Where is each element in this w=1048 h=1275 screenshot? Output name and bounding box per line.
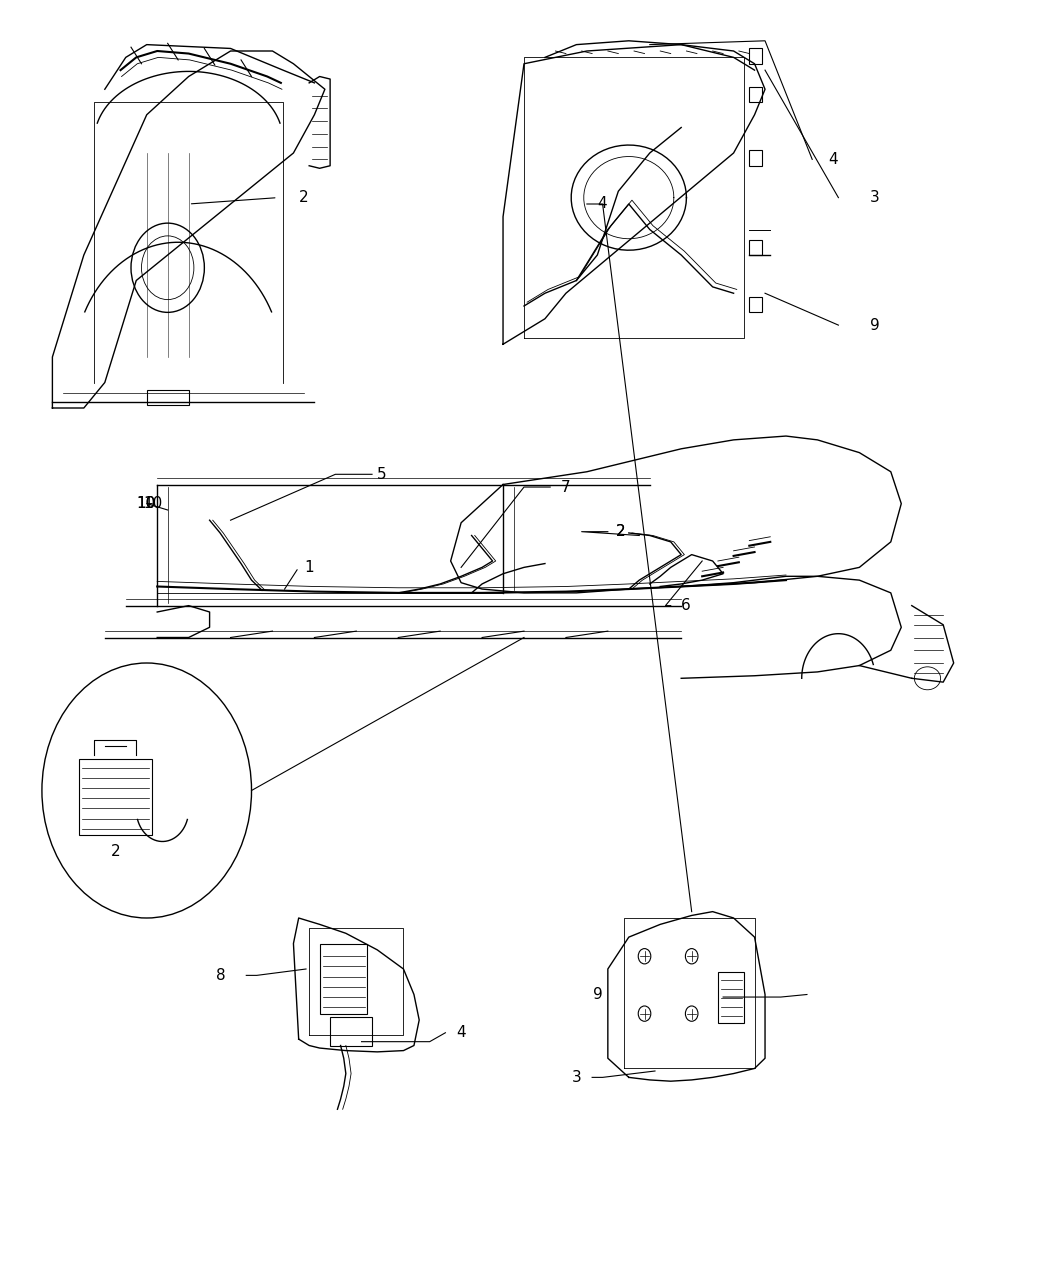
Bar	[147, 390, 189, 405]
Bar	[749, 297, 762, 312]
Text: 2: 2	[616, 524, 626, 539]
Text: 9: 9	[870, 317, 879, 333]
Text: 1: 1	[304, 560, 313, 575]
Text: 8: 8	[216, 968, 225, 983]
Text: 6: 6	[681, 598, 691, 613]
Text: 4: 4	[456, 1025, 465, 1040]
Text: 2: 2	[299, 190, 308, 205]
Bar	[718, 972, 744, 1023]
Text: 3: 3	[870, 190, 879, 205]
Text: 10: 10	[144, 496, 162, 511]
Text: 10: 10	[136, 496, 155, 511]
Text: 3: 3	[572, 1070, 582, 1085]
Bar	[320, 944, 367, 1014]
Text: 4: 4	[597, 196, 607, 212]
Bar	[749, 48, 762, 64]
Bar	[330, 1017, 372, 1046]
Text: 2: 2	[110, 844, 121, 859]
Text: 5: 5	[377, 467, 387, 482]
Bar	[749, 150, 762, 166]
Text: 4: 4	[828, 152, 837, 167]
Bar	[79, 759, 152, 835]
Text: 9: 9	[593, 987, 603, 1002]
Text: 10: 10	[136, 496, 155, 511]
Text: 2: 2	[616, 524, 626, 539]
Text: 7: 7	[561, 479, 570, 495]
Bar	[749, 240, 762, 255]
Bar	[749, 87, 762, 102]
